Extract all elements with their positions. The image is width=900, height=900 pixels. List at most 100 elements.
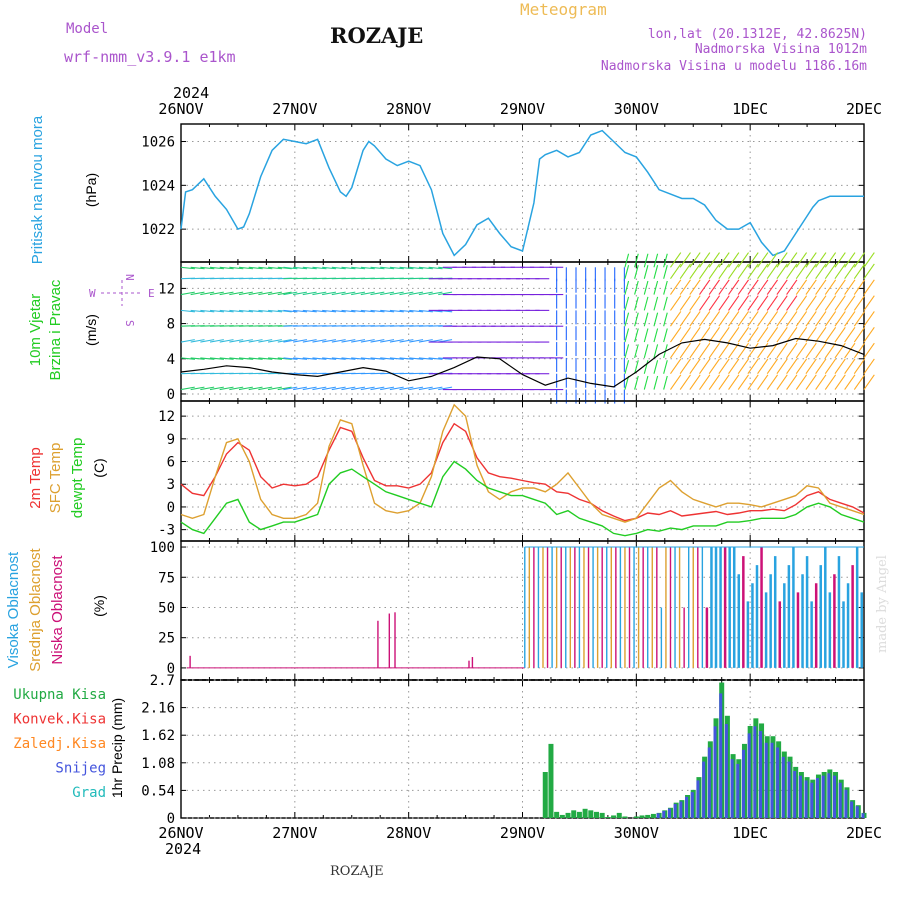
wind-barb xyxy=(663,328,668,343)
wind-barb xyxy=(689,252,701,268)
wind-barb xyxy=(248,339,263,343)
wind-barb xyxy=(699,252,711,268)
wind-frame xyxy=(180,261,865,402)
wind-barb xyxy=(200,386,215,391)
wind-barb xyxy=(718,252,730,268)
temp-sfc-line xyxy=(180,403,865,523)
wind-barb xyxy=(708,342,720,359)
wind-barb xyxy=(229,357,244,360)
wind-barb xyxy=(737,326,749,343)
wind-barb xyxy=(747,252,759,268)
wind-barb xyxy=(268,266,283,270)
date-tick-bottom: 30NOV xyxy=(614,824,659,842)
wind-barb xyxy=(679,342,691,359)
date-tick-bottom: 2DEC xyxy=(846,824,882,842)
wind-barb xyxy=(200,357,215,360)
wind-barb xyxy=(180,357,195,360)
wind-barb xyxy=(653,375,659,390)
cloud-ytick-label: 75 xyxy=(158,570,175,586)
wind-barb xyxy=(863,374,875,390)
wind-barb xyxy=(670,358,682,375)
wind-barb xyxy=(302,291,317,296)
wind-barb xyxy=(718,279,730,295)
wind-barb xyxy=(679,311,691,327)
year-label-top: 2024 xyxy=(173,84,209,102)
wind-barb xyxy=(844,263,856,280)
wind-barb xyxy=(258,309,273,313)
wind-barb xyxy=(737,279,749,295)
precip-snow-bar xyxy=(798,775,802,818)
precip-bar xyxy=(622,816,628,818)
wind-barb xyxy=(747,358,759,375)
wind-panel: 0 4 8 12 10m Vjetar Brzina i Pravac (m/s) W E N S xyxy=(27,252,875,404)
wind-barb xyxy=(834,326,846,343)
wind-barb xyxy=(776,326,788,343)
wind-barb xyxy=(283,266,298,270)
wind-barb xyxy=(624,280,630,295)
wind-barb xyxy=(428,357,443,360)
wind-barb xyxy=(708,358,720,375)
cloud-ytick-label: 50 xyxy=(158,600,175,616)
temperature-panel: -3 0 3 6 9 12 2m Temp SFC Temp dewpt Temp (C) xyxy=(27,400,865,542)
wind-barb xyxy=(438,266,453,270)
wind-barb xyxy=(389,309,404,313)
wind-barb xyxy=(409,291,424,296)
wind-barb xyxy=(786,342,798,359)
wind-barb xyxy=(766,311,779,327)
date-tick-bottom: 29NOV xyxy=(500,824,545,842)
pressure-ytick-label: 1022 xyxy=(141,222,175,238)
date-tick-top: 2DEC xyxy=(846,100,882,118)
wind-barb xyxy=(853,374,866,390)
wind-barb xyxy=(766,326,779,343)
wind-barb xyxy=(428,291,443,296)
wind-barb xyxy=(844,358,856,375)
wind-barb xyxy=(776,279,788,295)
temp-frame xyxy=(180,400,865,542)
wind-barb xyxy=(229,309,244,313)
wind-barb xyxy=(360,266,375,270)
wind-barb xyxy=(360,291,375,296)
wind-barb xyxy=(351,291,366,296)
wind-barb xyxy=(277,357,292,360)
wind-barb xyxy=(293,309,308,313)
wind-barb xyxy=(795,311,808,327)
wind-barb xyxy=(238,339,253,343)
wind-barb xyxy=(248,309,263,313)
precip-bar xyxy=(616,812,622,818)
date-tick-top: 30NOV xyxy=(614,100,659,118)
wind-barb xyxy=(293,339,308,343)
cloud-ytick-label: 0 xyxy=(167,661,175,677)
wind-barb xyxy=(834,358,846,375)
wind-barb xyxy=(815,358,827,375)
precip-bar xyxy=(554,811,560,818)
wind-barb xyxy=(737,374,749,390)
wind-barb xyxy=(200,339,215,343)
wind-barb xyxy=(409,266,424,270)
wind-barb xyxy=(312,291,327,296)
wind-barb xyxy=(766,252,779,268)
wind-barb xyxy=(663,253,668,268)
wind-barb xyxy=(844,326,856,343)
pressure-ylabel: Pritisak na nivou mora xyxy=(29,115,46,264)
wind-barb xyxy=(331,339,346,343)
wind-barb xyxy=(624,344,630,359)
precip-snow-bar xyxy=(662,810,666,818)
wind-barb xyxy=(805,374,817,390)
date-tick-bottom: 1DEC xyxy=(732,824,768,842)
precip-snow-bar xyxy=(764,742,768,818)
precip-legend-item: Ukupna Kisa xyxy=(13,687,106,703)
wind-barb xyxy=(795,326,808,343)
wind-barb xyxy=(679,358,691,375)
wind-barb xyxy=(663,375,668,390)
wind-barb xyxy=(351,266,366,270)
wind-barb xyxy=(283,386,298,391)
wind-barb xyxy=(805,279,817,295)
temp-ytick-label: 0 xyxy=(167,500,175,516)
wind-barb xyxy=(747,326,759,343)
wind-barb xyxy=(190,266,205,270)
precip-snow-bar xyxy=(833,775,837,818)
wind-barb xyxy=(863,252,875,268)
wind-barb xyxy=(699,295,711,311)
precip-snow-bar xyxy=(861,813,865,818)
cloud-ylabel-mid: Srednja Oblacnost xyxy=(27,547,44,671)
